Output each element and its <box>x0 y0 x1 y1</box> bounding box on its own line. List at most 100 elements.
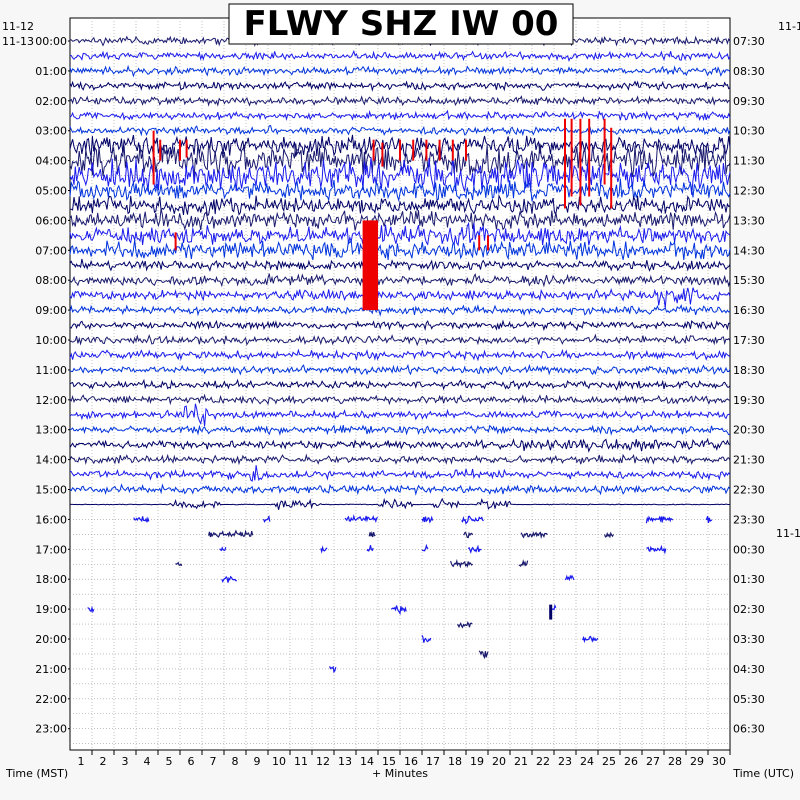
right-hour-label: 20:30 <box>733 424 765 437</box>
left-hour-label: 06:00 <box>35 214 67 227</box>
event-trace <box>461 515 484 525</box>
right-hour-label: 01:30 <box>733 573 765 586</box>
left-hour-label: 13:00 <box>35 424 67 437</box>
x-tick-label: 22 <box>536 755 550 768</box>
trace-row <box>69 258 731 272</box>
right-axis-label: Time (UTC) <box>732 767 794 780</box>
trace-row <box>69 378 731 391</box>
trace-row <box>69 453 731 466</box>
left-hour-label: 20:00 <box>35 633 67 646</box>
event-trace <box>478 650 489 660</box>
x-tick-label: 14 <box>360 755 374 768</box>
x-tick-label: 13 <box>338 755 352 768</box>
trace-row <box>69 125 731 137</box>
left-hour-label: 07:00 <box>35 244 67 257</box>
trace-row <box>69 424 731 436</box>
left-hour-label: 02:00 <box>35 95 67 108</box>
x-tick-label: 10 <box>272 755 286 768</box>
x-tick-label: 21 <box>514 755 528 768</box>
event-trace <box>646 544 667 555</box>
trace-row <box>69 273 731 288</box>
event-trace <box>368 530 376 538</box>
x-tick-label: 27 <box>646 755 660 768</box>
x-tick-label: 3 <box>122 755 129 768</box>
trace-row <box>69 348 731 362</box>
left-hour-label: 14:00 <box>35 454 67 467</box>
event-trace <box>518 559 529 568</box>
event-trace <box>421 515 434 524</box>
left-hour-label: 01:00 <box>35 65 67 78</box>
event-trace <box>421 634 432 643</box>
trace-row <box>69 465 731 482</box>
trace-row <box>69 95 731 107</box>
right-hour-label: 09:30 <box>733 95 765 108</box>
right-hour-label: 15:30 <box>733 274 765 287</box>
right-hour-label: 13:30 <box>733 214 765 227</box>
event-trace <box>219 546 227 552</box>
event-trace <box>390 605 407 616</box>
right-hour-label: 14:30 <box>733 244 765 257</box>
trace-row <box>69 333 731 347</box>
trace-row <box>70 194 731 216</box>
right-hour-label: 22:30 <box>733 484 765 497</box>
event-trace <box>467 544 482 555</box>
trace-row <box>69 64 731 78</box>
x-tick-label: 9 <box>254 755 261 768</box>
x-tick-label: 29 <box>690 755 704 768</box>
left-hour-label: 04:00 <box>35 155 67 168</box>
x-tick-label: 2 <box>100 755 107 768</box>
x-tick-label: 17 <box>426 755 440 768</box>
x-tick-label: 1 <box>78 755 85 768</box>
event-trace <box>329 665 337 674</box>
right-hour-label: 16:30 <box>733 304 765 317</box>
left-hour-label: 21:00 <box>35 663 67 676</box>
right-hour-label: 23:30 <box>733 513 765 526</box>
right-hour-label: 08:30 <box>733 65 765 78</box>
event-trace <box>705 516 713 524</box>
event-trace <box>366 545 374 552</box>
right-hour-label: 04:30 <box>733 663 765 676</box>
trace-row <box>69 363 731 376</box>
event-trace <box>221 575 237 583</box>
event-trace <box>520 531 548 540</box>
trace-row <box>69 319 731 332</box>
left-hour-label: 10:00 <box>35 334 67 347</box>
right-hour-label: 19:30 <box>733 394 765 407</box>
right-hour-label: 06:30 <box>733 723 765 736</box>
left-hour-label: 19:00 <box>35 603 67 616</box>
x-tick-label: 18 <box>448 755 462 768</box>
right-hour-label: 07:30 <box>733 35 765 48</box>
x-tick-label: 23 <box>558 755 572 768</box>
left-date-second: 11-13 <box>2 35 34 48</box>
trace-row <box>69 178 731 203</box>
x-tick-label: 12 <box>316 755 330 768</box>
chart-title: FLWY SHZ IW 00 <box>244 4 559 44</box>
right-hour-label: 18:30 <box>733 364 765 377</box>
x-tick-label: 11 <box>294 755 308 768</box>
left-hour-label: 15:00 <box>35 484 67 497</box>
right-hour-label: 12:30 <box>733 185 765 198</box>
trace-row <box>69 437 731 453</box>
trace-row <box>69 304 731 317</box>
event-trace <box>344 514 379 523</box>
trace-row <box>69 239 731 261</box>
event-trace <box>564 574 575 582</box>
x-tick-label: 24 <box>580 755 594 768</box>
trace-row <box>69 208 731 231</box>
x-tick-label: 5 <box>166 755 173 768</box>
left-hour-label: 03:00 <box>35 125 67 138</box>
x-tick-label: 20 <box>492 755 506 768</box>
x-tick-label: 30 <box>712 755 726 768</box>
trace-row <box>69 80 731 92</box>
left-hour-label: 17:00 <box>35 543 67 556</box>
right-hour-label: 05:30 <box>733 693 765 706</box>
event-trace <box>133 516 150 523</box>
event-trace <box>421 543 429 552</box>
trace-row <box>69 157 731 195</box>
event-trace <box>604 531 614 539</box>
left-hour-label: 22:00 <box>35 693 67 706</box>
right-hour-label: 11:30 <box>733 155 765 168</box>
x-tick-label: 8 <box>232 755 239 768</box>
